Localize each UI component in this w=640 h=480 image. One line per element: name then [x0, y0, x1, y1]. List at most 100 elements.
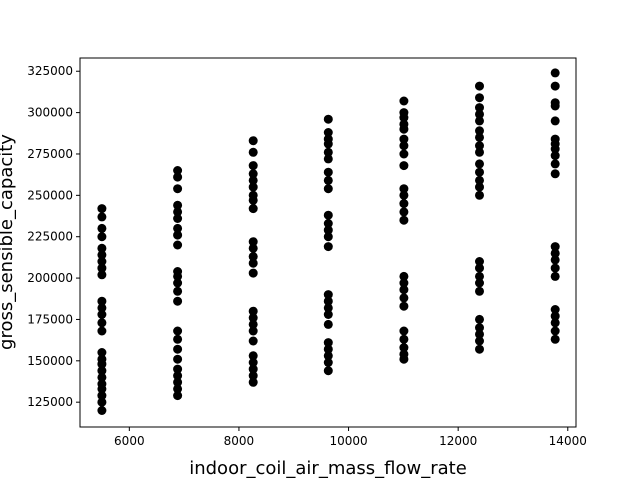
y-tick-label: 225000 [27, 230, 73, 244]
y-tick-label: 250000 [27, 188, 73, 202]
data-point [323, 303, 333, 313]
data-point [399, 124, 409, 134]
data-point [173, 326, 183, 336]
data-point [550, 169, 560, 179]
data-point [323, 242, 333, 252]
data-point [248, 336, 258, 346]
data-point [173, 344, 183, 354]
data-point [97, 310, 107, 319]
data-point [248, 252, 258, 262]
data-point [550, 144, 560, 154]
data-point [173, 296, 183, 306]
data-point [97, 359, 107, 369]
data-point [550, 68, 560, 78]
data-point [399, 141, 409, 151]
data-point [248, 204, 258, 214]
data-point [248, 161, 258, 171]
data-point [550, 242, 560, 252]
data-point [475, 81, 484, 91]
data-point [323, 210, 333, 220]
data-point [97, 232, 107, 242]
data-point [399, 190, 409, 200]
data-point [550, 151, 560, 161]
data-point [323, 225, 333, 235]
data-point [475, 147, 484, 157]
data-point [97, 223, 107, 233]
data-point [97, 303, 107, 313]
y-axis-label: gross_sensible_capacity [0, 134, 17, 350]
data-point [323, 296, 333, 306]
data-point [550, 255, 560, 265]
data-point [97, 250, 107, 260]
data-point [248, 243, 258, 253]
data-point [97, 406, 107, 415]
x-tick-label: 14000 [549, 434, 587, 448]
data-point [97, 372, 107, 382]
data-point [173, 200, 183, 210]
y-tick-label: 200000 [27, 271, 73, 285]
data-point [173, 214, 183, 223]
data-point [97, 204, 107, 214]
data-point [399, 278, 409, 288]
data-point [173, 240, 183, 250]
data-point [550, 159, 560, 169]
data-point [550, 248, 560, 258]
data-point [248, 258, 258, 268]
data-point [399, 293, 409, 303]
data-point [323, 167, 333, 177]
data-point [323, 290, 333, 300]
data-point [399, 215, 409, 225]
data-point [248, 371, 258, 381]
data-point [248, 313, 258, 323]
data-point [399, 271, 409, 281]
data-point [475, 336, 484, 346]
data-point [323, 366, 333, 376]
data-point [248, 182, 258, 192]
data-point [323, 219, 333, 228]
data-point [475, 257, 484, 266]
data-point [550, 116, 560, 126]
data-point [399, 199, 409, 209]
data-point [248, 319, 258, 329]
data-point [323, 344, 333, 354]
data-point [323, 184, 333, 194]
data-point [248, 326, 258, 336]
data-point [550, 334, 560, 344]
data-point [248, 136, 258, 146]
data-point [97, 243, 107, 253]
data-point [550, 81, 560, 91]
data-point [97, 366, 107, 376]
data-point [475, 103, 484, 113]
data-point [97, 318, 107, 328]
data-point [248, 147, 258, 157]
data-point [399, 184, 409, 194]
data-point [399, 326, 409, 336]
data-point [475, 132, 484, 142]
x-tick-label: 8000 [224, 434, 255, 448]
data-point [475, 263, 484, 273]
data-point [323, 358, 333, 367]
data-point [550, 101, 560, 111]
data-point [323, 175, 333, 185]
data-point [475, 109, 484, 119]
data-point [173, 172, 183, 182]
y-tick-label: 300000 [27, 106, 73, 120]
x-tick-label: 12000 [439, 434, 477, 448]
data-point [97, 212, 107, 222]
data-point [248, 175, 258, 185]
y-tick-label: 125000 [27, 395, 73, 409]
data-point [550, 326, 560, 336]
data-point [475, 116, 484, 126]
data-point [323, 338, 333, 348]
data-point [399, 96, 409, 106]
data-point [173, 207, 183, 217]
data-point [323, 154, 333, 164]
data-point [97, 326, 107, 336]
data-point [173, 286, 183, 296]
data-point [399, 301, 409, 311]
x-tick-label: 6000 [114, 434, 145, 448]
data-point [323, 310, 333, 319]
y-tick-label: 175000 [27, 312, 73, 326]
data-point [173, 371, 183, 381]
data-point [475, 167, 484, 177]
